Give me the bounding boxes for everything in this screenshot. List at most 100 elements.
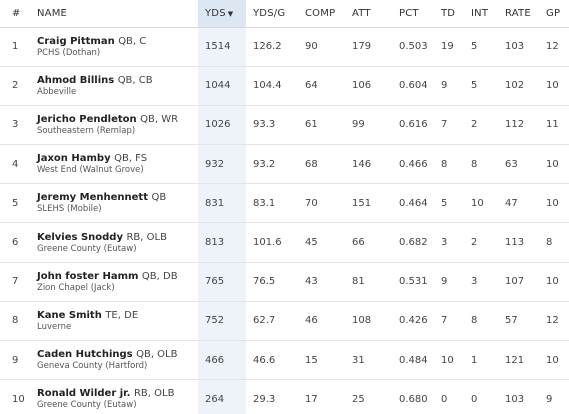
att-cell: 179 <box>352 41 372 53</box>
player-positions: RB, OLB <box>126 231 167 243</box>
int-cell: 3 <box>471 276 478 288</box>
comp-cell: 61 <box>305 119 318 131</box>
att-cell: 99 <box>352 119 365 131</box>
player-name-line: Kane Smith TE, DE <box>37 309 198 322</box>
yds-cell: 1514 <box>198 27 246 67</box>
player-cell: Jeremy Menhennett QB SLEHS (Mobile) <box>29 184 198 223</box>
yds-g-cell: 104.4 <box>253 80 282 92</box>
player-positions: QB, WR <box>140 113 179 125</box>
yds-g-cell: 93.3 <box>253 119 276 131</box>
comp-cell: 15 <box>305 354 318 366</box>
yds-g-cell: 76.5 <box>253 276 276 288</box>
att-cell: 81 <box>352 276 365 288</box>
yds-g-cell: 83.1 <box>253 197 276 209</box>
comp-cell: 45 <box>305 237 318 249</box>
player-school: West End (Walnut Grove) <box>37 165 144 176</box>
int-cell: 2 <box>471 119 478 131</box>
col-header-yds-label: YDS <box>205 7 226 19</box>
player-cell: Ronald Wilder jr. RB, OLB Greene County … <box>29 380 198 414</box>
rank-cell: 6 <box>12 237 19 249</box>
player-name-link[interactable]: Ahmod Billins <box>37 74 115 86</box>
pct-cell: 0.682 <box>399 237 428 249</box>
col-header-name[interactable]: NAME <box>29 0 198 28</box>
table-row: 3 Jericho Pendleton QB, WR Southeastern … <box>0 105 569 145</box>
player-cell: Jericho Pendleton QB, WR Southeastern (R… <box>29 105 198 144</box>
pct-cell: 0.616 <box>399 119 428 131</box>
pct-cell: 0.531 <box>399 276 428 288</box>
rank-cell: 7 <box>12 276 19 288</box>
rate-cell: 102 <box>505 80 525 92</box>
comp-cell: 43 <box>305 276 318 288</box>
rank-cell: 5 <box>12 197 19 209</box>
player-school: PCHS (Dothan) <box>37 47 101 58</box>
rate-cell: 63 <box>505 158 518 170</box>
td-cell: 7 <box>441 119 448 131</box>
gp-cell: 12 <box>546 41 559 53</box>
col-header-pct[interactable]: PCT <box>392 0 434 28</box>
rank-cell: 2 <box>12 80 19 92</box>
col-header-rate[interactable]: RATE <box>498 0 539 28</box>
yds-cell: 831 <box>198 183 246 223</box>
player-name-link[interactable]: Craig Pittman <box>37 35 115 47</box>
td-cell: 8 <box>441 158 448 170</box>
player-cell: Ahmod Billins QB, CB Abbeville <box>29 66 198 105</box>
player-name-link[interactable]: Ronald Wilder jr. <box>37 388 131 400</box>
table-row: 7 John foster Hamm QB, DB Zion Chapel (J… <box>0 262 569 302</box>
player-name-link[interactable]: John foster Hamm <box>37 270 139 282</box>
player-name-link[interactable]: Kane Smith <box>37 309 102 321</box>
int-cell: 0 <box>471 393 478 405</box>
gp-cell: 12 <box>546 315 559 327</box>
col-header-gp[interactable]: GP <box>539 0 569 28</box>
int-cell: 10 <box>471 197 484 209</box>
yds-g-cell: 93.2 <box>253 158 276 170</box>
col-header-att[interactable]: ATT <box>345 0 392 28</box>
player-cell: Jaxon Hamby QB, FS West End (Walnut Grov… <box>29 145 198 184</box>
table-body: 1 Craig Pittman QB, C PCHS (Dothan) 1514… <box>0 27 569 414</box>
player-name-link[interactable]: Jeremy Menhennett <box>37 192 148 204</box>
gp-cell: 10 <box>546 80 559 92</box>
table-row: 9 Caden Hutchings QB, OLB Geneva County … <box>0 340 569 380</box>
player-positions: QB, C <box>118 35 147 47</box>
td-cell: 5 <box>441 197 448 209</box>
player-school: Southeastern (Remlap) <box>37 125 136 136</box>
player-name-line: Jericho Pendleton QB, WR <box>37 113 198 126</box>
player-name-line: Ahmod Billins QB, CB <box>37 74 198 87</box>
att-cell: 25 <box>352 393 365 405</box>
yds-cell: 932 <box>198 144 246 184</box>
col-header-comp[interactable]: COMP <box>298 0 345 28</box>
pct-cell: 0.426 <box>399 315 428 327</box>
int-cell: 2 <box>471 237 478 249</box>
player-name-link[interactable]: Jaxon Hamby <box>37 153 111 165</box>
player-cell: John foster Hamm QB, DB Zion Chapel (Jac… <box>29 262 198 301</box>
player-name-link[interactable]: Jericho Pendleton <box>37 113 137 125</box>
player-name-line: Jaxon Hamby QB, FS <box>37 152 198 165</box>
int-cell: 5 <box>471 80 478 92</box>
yds-g-cell: 62.7 <box>253 315 276 327</box>
player-name-line: Ronald Wilder jr. RB, OLB <box>37 387 198 400</box>
player-school: Abbeville <box>37 86 77 97</box>
col-header-yds-g[interactable]: YDS/G <box>246 0 298 28</box>
player-positions: RB, OLB <box>133 388 175 400</box>
gp-cell: 11 <box>546 119 559 131</box>
col-header-rank[interactable]: # <box>0 0 29 28</box>
player-name-line: John foster Hamm QB, DB <box>37 270 198 283</box>
player-positions: QB, OLB <box>136 349 178 361</box>
player-cell: Caden Hutchings QB, OLB Geneva County (H… <box>29 341 198 380</box>
player-school: Luverne <box>37 321 72 332</box>
col-header-yds[interactable]: YDS ▼ <box>198 0 246 28</box>
player-cell: Kelvies Snoddy RB, OLB Greene County (Eu… <box>29 223 198 262</box>
yds-g-cell: 126.2 <box>253 41 282 53</box>
col-header-int[interactable]: INT <box>464 0 498 28</box>
col-header-td[interactable]: TD <box>434 0 464 28</box>
rank-cell: 3 <box>12 119 19 131</box>
gp-cell: 10 <box>546 276 559 288</box>
player-name-link[interactable]: Caden Hutchings <box>37 349 133 361</box>
yds-cell: 752 <box>198 301 246 341</box>
pct-cell: 0.503 <box>399 41 428 53</box>
att-cell: 31 <box>352 354 365 366</box>
player-name-link[interactable]: Kelvies Snoddy <box>37 231 123 243</box>
pct-cell: 0.604 <box>399 80 428 92</box>
gp-cell: 9 <box>546 393 553 405</box>
pct-cell: 0.464 <box>399 197 428 209</box>
